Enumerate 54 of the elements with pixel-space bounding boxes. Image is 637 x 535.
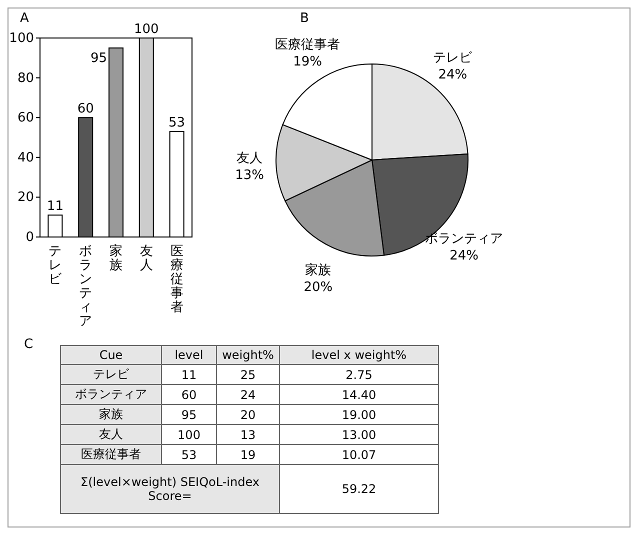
text: 医療従事者: [60, 444, 162, 464]
x-tick-label: 医療従事者: [170, 244, 184, 315]
x-tick-label: 家族: [110, 243, 122, 273]
y-tick-label: 0: [26, 230, 34, 245]
y-tick-label: 80: [17, 70, 34, 86]
text: 95: [162, 404, 216, 424]
slice-label: テレビ: [433, 50, 474, 66]
text: weight%: [216, 346, 280, 364]
slice-label: 友人: [236, 151, 263, 166]
text: 2.75: [280, 364, 438, 384]
x-tick-label: テレビ: [48, 244, 63, 287]
y-tick-label: 60: [17, 110, 34, 126]
text: 59.22: [280, 464, 438, 514]
x-tick-label: 友人: [140, 244, 153, 273]
data-label: 95: [90, 50, 107, 66]
text: level x weight%: [280, 346, 438, 364]
y-tick-label: 40: [17, 150, 34, 166]
text: 14.40: [280, 384, 438, 404]
text: C: [24, 337, 34, 352]
text: 友人: [60, 424, 162, 444]
text: 53: [162, 444, 216, 464]
text: テレビ: [60, 364, 162, 384]
text: 60: [162, 384, 216, 404]
data-label: 24%: [438, 67, 468, 82]
chart-title: B: [300, 11, 309, 26]
text: 24: [216, 384, 280, 404]
slice-label: ボランティア: [425, 231, 504, 246]
data-label: 60: [77, 102, 94, 117]
y-tick-label: 100: [9, 31, 34, 46]
data-label: 100: [134, 22, 159, 37]
text: 11: [162, 364, 216, 384]
text: Cue: [60, 346, 162, 364]
text: 19: [216, 444, 280, 464]
text: 19.00: [280, 404, 438, 424]
data-label: 11: [46, 199, 64, 214]
text: 100: [162, 424, 216, 444]
text: ボランティア: [60, 384, 162, 404]
chart-title: A: [20, 11, 29, 26]
data-label: 20%: [304, 280, 333, 296]
text: 家族: [60, 404, 162, 424]
text: Σ(level×weight) SEIQoL-index Score=: [60, 464, 280, 514]
text: 13: [216, 424, 280, 444]
text: 20: [216, 404, 280, 424]
x-tick-label: ボランティア: [79, 244, 92, 329]
slice-label: 医療従事者: [275, 37, 340, 52]
data-label: 13%: [235, 168, 264, 184]
text: level: [162, 346, 216, 364]
text: 10.07: [280, 444, 438, 464]
text: 13.00: [280, 424, 438, 444]
text: 25: [216, 364, 280, 384]
data-label: 53: [168, 116, 186, 131]
data-label: 24%: [450, 248, 479, 264]
y-tick-label: 20: [17, 190, 34, 206]
data-label: 19%: [293, 54, 322, 70]
